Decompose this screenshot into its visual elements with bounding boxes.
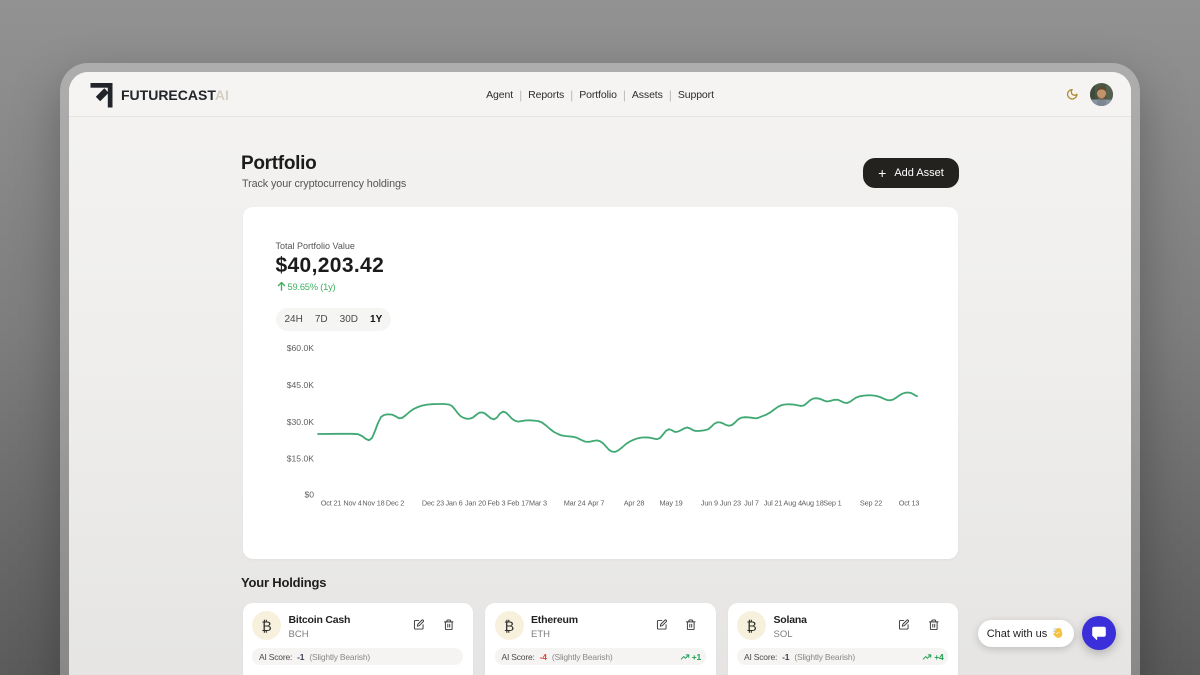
- svg-text:$15.0K: $15.0K: [286, 454, 314, 464]
- svg-text:Jul 7: Jul 7: [744, 499, 759, 508]
- svg-text:Jun 9: Jun 9: [700, 499, 717, 508]
- svg-text:Apr 7: Apr 7: [587, 499, 604, 508]
- svg-text:Apr 28: Apr 28: [623, 499, 644, 508]
- svg-text:Sep 1: Sep 1: [823, 499, 841, 508]
- svg-text:Jul 21: Jul 21: [763, 499, 782, 508]
- svg-text:Sep 22: Sep 22: [859, 499, 881, 508]
- svg-text:Oct 21: Oct 21: [320, 499, 341, 508]
- svg-text:Oct 13: Oct 13: [898, 499, 919, 508]
- svg-text:Nov 4: Nov 4: [343, 499, 361, 508]
- svg-text:Aug 18: Aug 18: [801, 499, 823, 508]
- svg-text:Mar 24: Mar 24: [563, 499, 585, 508]
- svg-text:$45.0K: $45.0K: [286, 380, 314, 390]
- svg-text:Jan 20: Jan 20: [464, 499, 485, 508]
- svg-text:Feb 3: Feb 3: [487, 499, 505, 508]
- svg-text:$30.0K: $30.0K: [286, 417, 314, 427]
- svg-text:Feb 17: Feb 17: [507, 499, 529, 508]
- svg-text:Dec 23: Dec 23: [421, 499, 443, 508]
- svg-text:Mar 3: Mar 3: [529, 499, 547, 508]
- svg-text:Aug 4: Aug 4: [783, 499, 801, 508]
- svg-text:Jun 23: Jun 23: [719, 499, 740, 508]
- svg-text:Dec 2: Dec 2: [385, 499, 403, 508]
- svg-text:$60.0K: $60.0K: [286, 343, 314, 353]
- svg-text:Jan 6: Jan 6: [445, 499, 462, 508]
- svg-text:Nov 18: Nov 18: [362, 499, 384, 508]
- svg-text:$0: $0: [304, 489, 314, 499]
- svg-text:May 19: May 19: [659, 499, 682, 508]
